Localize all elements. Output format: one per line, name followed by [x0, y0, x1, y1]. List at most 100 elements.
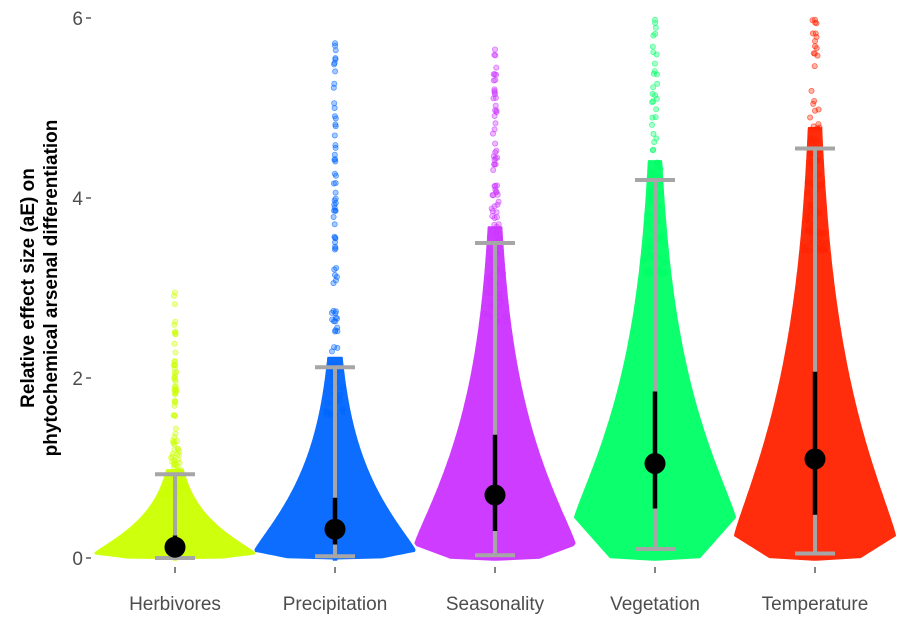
- violin-point: [176, 459, 183, 466]
- violin-point: [818, 181, 825, 188]
- violin-point: [806, 150, 813, 157]
- violin-points-herbivores: [158, 289, 189, 499]
- violin-point: [180, 480, 187, 487]
- violin-point: [175, 452, 182, 459]
- violin-point: [332, 115, 339, 122]
- violin-point: [808, 87, 815, 94]
- violin-point: [332, 142, 339, 149]
- violin-point: [331, 105, 338, 112]
- violin-point: [337, 391, 344, 398]
- violin-point: [162, 488, 169, 495]
- violin-point: [493, 223, 500, 230]
- violin-point: [808, 126, 815, 133]
- violin-point: [644, 243, 651, 250]
- violin-point-max: [491, 46, 498, 53]
- y-tick-label-6: 6: [72, 9, 83, 30]
- violin-point: [657, 234, 664, 241]
- violin-point: [807, 201, 814, 208]
- violin-point: [811, 50, 818, 57]
- violin-point: [331, 271, 338, 278]
- violin-point: [812, 38, 819, 45]
- violin-vegetation: [574, 16, 736, 561]
- violin-point: [331, 266, 338, 273]
- violin-point: [331, 156, 338, 163]
- violin-seasonality: [414, 46, 576, 561]
- violin-point: [332, 310, 339, 317]
- violin-point: [804, 209, 811, 216]
- violin-point: [170, 292, 177, 299]
- violin-point: [158, 492, 165, 499]
- median-point-vegetation: [644, 453, 666, 474]
- violin-point: [490, 77, 497, 84]
- violin-point: [487, 290, 494, 297]
- violin-point: [817, 234, 824, 241]
- violin-point: [653, 95, 660, 102]
- violin-point-max: [652, 16, 659, 23]
- violin-point: [171, 340, 178, 347]
- violin-point: [339, 405, 346, 412]
- violin-point-max: [812, 16, 819, 23]
- violin-point: [646, 252, 653, 259]
- violin-point: [820, 229, 827, 236]
- violin-point: [652, 171, 659, 178]
- violin-point: [810, 123, 817, 130]
- violin-point: [812, 137, 819, 144]
- median-point-precipitation: [324, 518, 346, 540]
- violin-point: [493, 214, 500, 221]
- violin-point-max: [331, 40, 338, 47]
- violin-point: [332, 55, 339, 62]
- violin-point: [331, 151, 338, 158]
- violin-point: [654, 80, 661, 87]
- violin-point: [493, 209, 500, 216]
- violin-point: [170, 412, 177, 419]
- y-tick-label-4: 4: [72, 189, 83, 210]
- violin-herbivores: [94, 289, 256, 561]
- violin-point: [649, 90, 656, 97]
- violin-point: [493, 230, 500, 237]
- violin-point: [502, 313, 509, 320]
- violin-point: [493, 107, 500, 114]
- violin-point: [171, 374, 178, 381]
- median-point-temperature: [804, 448, 826, 470]
- violin-point: [331, 233, 338, 240]
- violin-point: [650, 32, 657, 39]
- violin-point: [331, 100, 338, 107]
- violin-point: [653, 106, 660, 113]
- x-tick-label-precipitation: Precipitation: [283, 594, 388, 615]
- violin-point: [328, 348, 335, 355]
- violin-point: [646, 238, 653, 245]
- x-axis: Herbivores Precipitation Seasonality Vegeta…: [129, 567, 868, 615]
- violin-point: [491, 113, 498, 120]
- violin-point: [494, 201, 501, 208]
- violin-point: [651, 139, 658, 146]
- violin-point: [329, 316, 336, 323]
- violin-point: [332, 327, 339, 334]
- plot-area: [94, 16, 896, 561]
- violin-point: [661, 259, 668, 266]
- violin-point: [332, 68, 339, 75]
- violin-point: [330, 213, 337, 220]
- violin-point: [657, 165, 664, 172]
- violin-point: [807, 135, 814, 142]
- violin-point: [481, 310, 488, 317]
- violin-point: [491, 161, 498, 168]
- violin-point: [324, 399, 331, 406]
- violin-point: [651, 60, 658, 67]
- violin-point: [331, 60, 338, 67]
- violin-point: [490, 192, 497, 199]
- y-axis-title-line-1: Relative effect size (aE) on: [18, 168, 39, 408]
- violin-point: [334, 344, 341, 351]
- violin-point: [332, 318, 339, 325]
- violin-point: [171, 402, 178, 409]
- violin-precipitation: [254, 40, 416, 561]
- violin-point: [656, 266, 663, 273]
- violin-point: [172, 318, 179, 325]
- violin-point: [650, 49, 657, 56]
- violin-point: [491, 203, 498, 210]
- violin-point: [332, 199, 339, 206]
- violin-point: [492, 102, 499, 109]
- violin-point: [654, 159, 661, 166]
- violin-point: [804, 216, 811, 223]
- violin-point: [812, 30, 819, 37]
